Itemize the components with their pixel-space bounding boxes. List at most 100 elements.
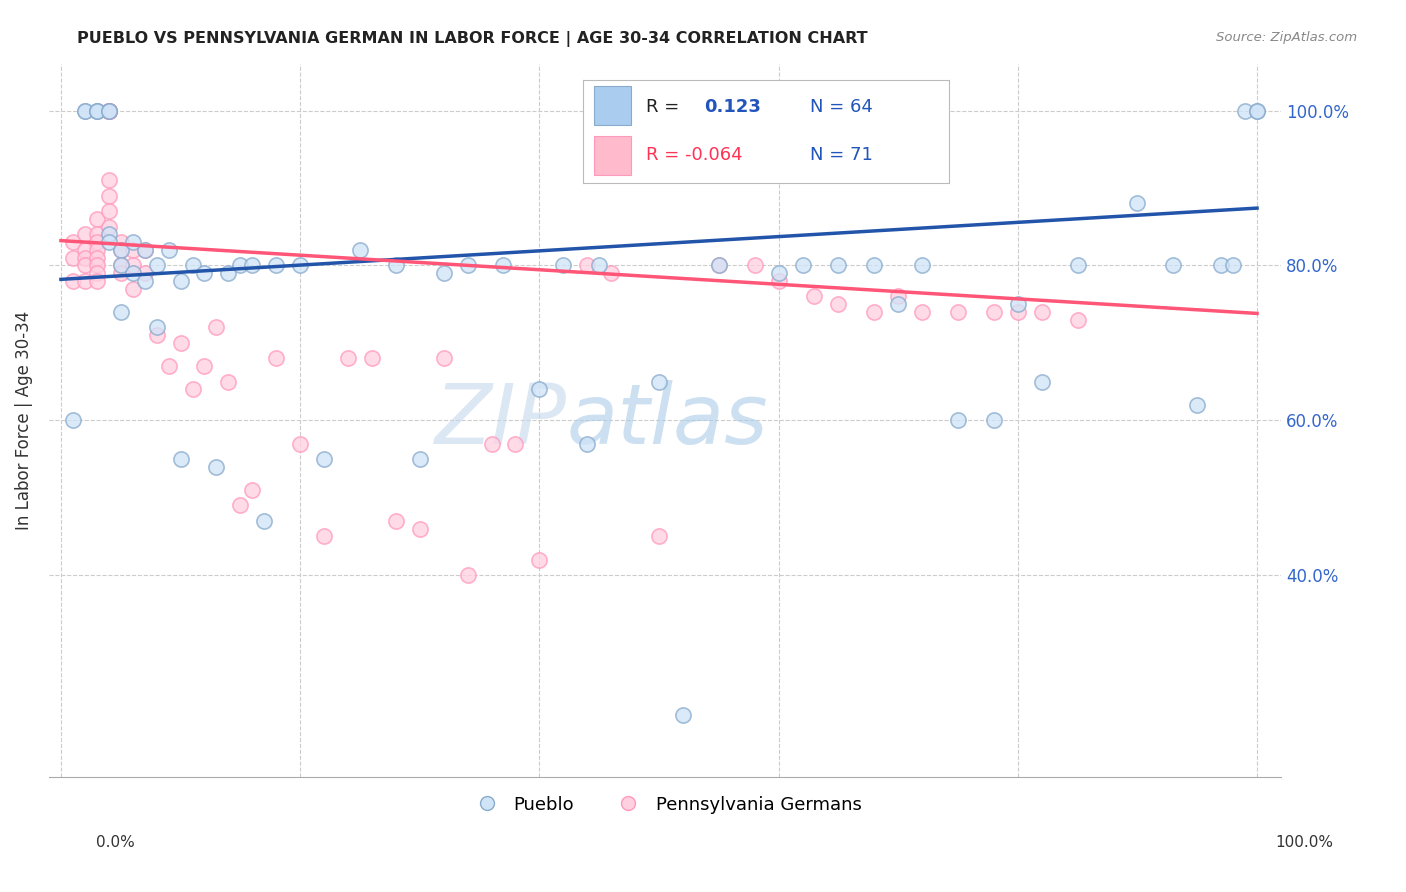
- Point: [1031, 305, 1053, 319]
- Point: [1187, 398, 1209, 412]
- Point: [86, 274, 108, 288]
- Point: [1222, 259, 1244, 273]
- Point: [553, 259, 575, 273]
- Point: [457, 259, 479, 273]
- Point: [576, 259, 599, 273]
- Point: [73, 103, 96, 118]
- Point: [887, 289, 910, 303]
- Point: [887, 297, 910, 311]
- Point: [73, 103, 96, 118]
- Point: [86, 235, 108, 250]
- Point: [253, 514, 276, 528]
- Point: [385, 514, 408, 528]
- Point: [288, 259, 311, 273]
- Point: [946, 305, 969, 319]
- Point: [229, 259, 252, 273]
- Point: [134, 274, 156, 288]
- Point: [648, 529, 671, 543]
- Point: [97, 173, 120, 187]
- Point: [86, 259, 108, 273]
- Point: [792, 259, 814, 273]
- Point: [97, 103, 120, 118]
- Point: [229, 499, 252, 513]
- Point: [97, 103, 120, 118]
- Point: [181, 259, 204, 273]
- Bar: [595, 87, 631, 126]
- Point: [863, 259, 886, 273]
- Point: [1246, 103, 1268, 118]
- Point: [86, 266, 108, 280]
- Point: [86, 227, 108, 242]
- Point: [1066, 312, 1088, 326]
- Point: [505, 436, 527, 450]
- Text: N = 71: N = 71: [810, 146, 873, 164]
- Point: [110, 259, 132, 273]
- Point: [217, 375, 239, 389]
- Point: [86, 103, 108, 118]
- Point: [86, 251, 108, 265]
- Text: 100.0%: 100.0%: [1275, 836, 1333, 850]
- Point: [337, 351, 360, 366]
- Point: [672, 707, 695, 722]
- Text: N = 64: N = 64: [810, 98, 873, 116]
- Point: [134, 266, 156, 280]
- Point: [86, 243, 108, 257]
- Point: [1246, 103, 1268, 118]
- Point: [600, 266, 623, 280]
- Point: [97, 219, 120, 234]
- Point: [97, 103, 120, 118]
- Point: [205, 320, 228, 334]
- Point: [576, 436, 599, 450]
- Point: [863, 305, 886, 319]
- Point: [946, 413, 969, 427]
- Point: [492, 259, 515, 273]
- Point: [911, 305, 934, 319]
- Point: [121, 266, 143, 280]
- Point: [193, 266, 215, 280]
- Point: [457, 568, 479, 582]
- Point: [312, 452, 335, 467]
- Point: [73, 243, 96, 257]
- Point: [588, 259, 610, 273]
- Text: 0.123: 0.123: [704, 98, 761, 116]
- Text: R =: R =: [645, 98, 685, 116]
- Point: [97, 103, 120, 118]
- Point: [803, 289, 825, 303]
- Point: [707, 259, 730, 273]
- Point: [349, 243, 371, 257]
- Point: [481, 436, 503, 450]
- Point: [193, 359, 215, 373]
- Point: [97, 204, 120, 219]
- Point: [73, 251, 96, 265]
- Point: [145, 328, 167, 343]
- Point: [744, 259, 766, 273]
- Point: [97, 235, 120, 250]
- Point: [264, 259, 287, 273]
- Point: [240, 259, 263, 273]
- Point: [385, 259, 408, 273]
- Point: [648, 375, 671, 389]
- Point: [433, 351, 456, 366]
- Point: [1031, 375, 1053, 389]
- Point: [86, 103, 108, 118]
- Point: [110, 243, 132, 257]
- Point: [157, 359, 180, 373]
- Bar: [595, 136, 631, 175]
- Point: [97, 188, 120, 202]
- Point: [768, 266, 790, 280]
- Point: [97, 227, 120, 242]
- Point: [73, 274, 96, 288]
- Point: [145, 320, 167, 334]
- Text: PUEBLO VS PENNSYLVANIA GERMAN IN LABOR FORCE | AGE 30-34 CORRELATION CHART: PUEBLO VS PENNSYLVANIA GERMAN IN LABOR F…: [77, 31, 868, 47]
- Point: [121, 243, 143, 257]
- Point: [1163, 259, 1185, 273]
- Point: [1211, 259, 1233, 273]
- Point: [205, 459, 228, 474]
- Point: [145, 259, 167, 273]
- Point: [110, 259, 132, 273]
- Point: [134, 243, 156, 257]
- Point: [62, 274, 84, 288]
- Point: [97, 103, 120, 118]
- Point: [73, 227, 96, 242]
- Text: Source: ZipAtlas.com: Source: ZipAtlas.com: [1216, 31, 1357, 45]
